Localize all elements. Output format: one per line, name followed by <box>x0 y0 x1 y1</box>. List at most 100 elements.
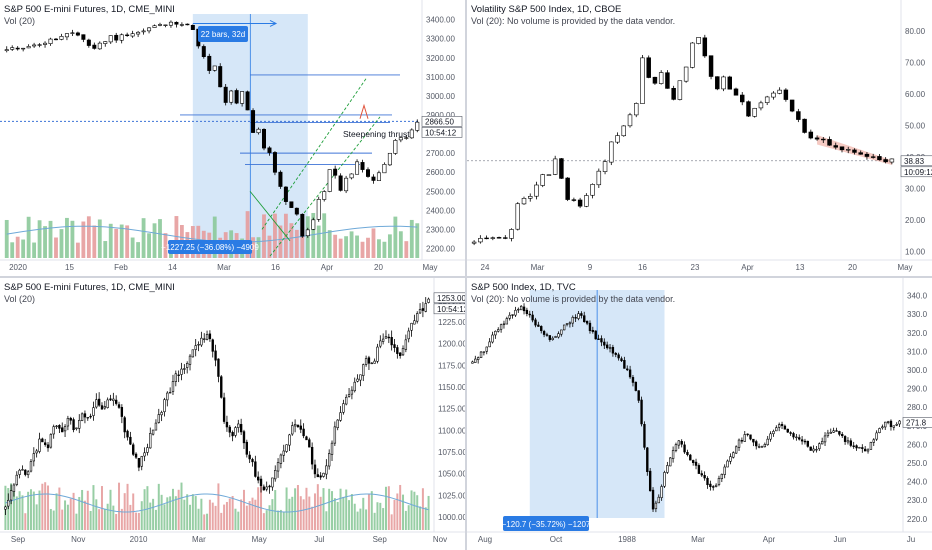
candle-body <box>551 337 554 340</box>
price-tag-label: 2866.50 <box>425 117 454 126</box>
chart-canvas-es-top[interactable]: 3400.00 3300.00 3200.00 3100.00 3000.00 2900.… <box>0 0 465 276</box>
y-tick-label: 2600.00 <box>426 168 455 177</box>
volume-bar <box>366 237 370 258</box>
price-tag-box <box>902 417 932 428</box>
candle-body <box>396 347 399 354</box>
candle-body <box>540 326 543 332</box>
y-tick-label: 1150.00 <box>438 383 465 392</box>
volume-bar <box>377 239 381 258</box>
candle-body <box>729 456 732 462</box>
candle-body <box>597 338 600 340</box>
x-tick-label: Oct <box>550 535 563 544</box>
candle-body <box>24 469 27 475</box>
chart-canvas-vix-top[interactable]: 80.0070.0060.0050.0040.0030.0020.0010.00… <box>467 0 932 276</box>
candle-body <box>827 139 832 146</box>
volume-bar <box>149 502 152 530</box>
candle-body <box>763 444 767 448</box>
chart-canvas-es-bottom[interactable]: 1250.001225.001200.001175.001150.001125.… <box>0 278 465 550</box>
candle-body <box>783 89 789 100</box>
candle-body <box>197 344 200 346</box>
volume-bar <box>86 216 91 258</box>
candle-body <box>802 118 807 133</box>
candle-body <box>803 440 807 443</box>
y-tick-label: 20.00 <box>905 216 926 225</box>
candle-body <box>92 44 97 49</box>
candle-body <box>769 433 772 440</box>
candle-body <box>608 347 612 349</box>
candle-body <box>780 424 784 426</box>
candle-body <box>404 339 408 350</box>
chart-panel-spx-bottom[interactable]: 340.0330.0320.0310.0300.0290.0280.0270.0… <box>467 278 932 550</box>
volume-bar <box>257 487 260 530</box>
candle-body <box>207 55 212 71</box>
candle-body <box>648 470 652 492</box>
candle-body <box>75 427 78 430</box>
volume-label: Vol (20): No volume is provided by the d… <box>471 16 676 26</box>
x-tick-label: Mar <box>192 535 206 544</box>
volume-label: Vol (20) <box>4 294 36 304</box>
x-tick-label: 24 <box>481 263 490 272</box>
volume-bar <box>350 494 353 530</box>
candle-body <box>737 439 741 448</box>
price-tag-box <box>900 166 932 178</box>
candle-body <box>708 55 714 77</box>
volume-bar <box>114 228 119 258</box>
volume-bar <box>362 497 365 530</box>
panel-divider-vertical[interactable] <box>465 0 467 550</box>
candle-body <box>640 57 645 104</box>
candle-body <box>4 49 9 52</box>
x-tick-label: Sep <box>11 535 26 544</box>
candle-body <box>715 76 720 90</box>
candle-body <box>15 474 18 485</box>
candle-body <box>709 483 712 488</box>
y-tick-label: 3100.00 <box>426 73 455 82</box>
candle-body <box>265 486 268 490</box>
candle-body <box>214 350 217 361</box>
chart-panel-es-bottom[interactable]: 1250.001225.001200.001175.001150.001125.… <box>0 278 465 550</box>
candle-body <box>194 345 197 350</box>
candle-body <box>103 41 108 44</box>
candle-body <box>70 32 75 34</box>
volume-bar <box>223 504 226 530</box>
candle-body <box>478 238 483 243</box>
x-tick-label: Nov <box>71 535 85 544</box>
candle-body <box>9 490 13 501</box>
panel-divider-horizontal[interactable] <box>0 276 932 278</box>
chart-panel-es-top[interactable]: 3400.00 3300.00 3200.00 3100.00 3000.00 2900.… <box>0 0 465 276</box>
candle-body <box>398 137 403 141</box>
candle-body <box>364 358 368 365</box>
candle-body <box>327 169 332 192</box>
volume-bar <box>65 217 69 258</box>
chart-canvas-spx-bottom[interactable]: 340.0330.0320.0310.0300.0290.0280.0270.0… <box>467 278 932 550</box>
candle-body <box>832 430 835 433</box>
chart-panel-vix-top[interactable]: 80.0070.0060.0050.0040.0030.0020.0010.00… <box>467 0 932 276</box>
volume-bar <box>382 241 387 258</box>
candle-body <box>407 330 410 340</box>
y-tick-label: 30.00 <box>905 185 926 194</box>
volume-bar <box>278 225 283 258</box>
candle-body <box>499 324 503 330</box>
volume-bar <box>415 223 420 258</box>
candle-body <box>605 344 609 349</box>
volume-bar <box>174 496 177 530</box>
candle-body <box>327 453 331 467</box>
candle-body <box>35 450 38 454</box>
candle-body <box>239 424 243 433</box>
volume-label: Vol (20): No volume is provided by the d… <box>471 294 676 304</box>
candle-body <box>384 336 388 339</box>
candle-body <box>130 33 135 37</box>
volume-bar <box>61 509 64 530</box>
candle-body <box>291 425 294 435</box>
candle-body <box>61 427 64 433</box>
candle-body <box>237 423 240 428</box>
candle-body <box>299 425 302 430</box>
volume-bar <box>399 484 402 530</box>
candle-body <box>373 360 376 364</box>
candle-body <box>574 317 577 319</box>
candle-body <box>393 140 398 154</box>
candle-body <box>852 445 855 447</box>
measure-bottom-label: −120.7 (−35.72%) −1207 <box>502 520 591 529</box>
candle-body <box>484 237 489 240</box>
candle-body <box>590 184 595 196</box>
volume-bar <box>285 487 288 530</box>
